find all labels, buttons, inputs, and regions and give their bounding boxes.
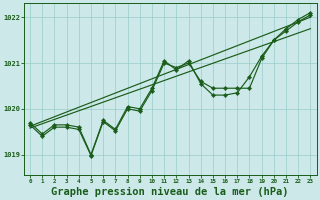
X-axis label: Graphe pression niveau de la mer (hPa): Graphe pression niveau de la mer (hPa) [52, 186, 289, 197]
